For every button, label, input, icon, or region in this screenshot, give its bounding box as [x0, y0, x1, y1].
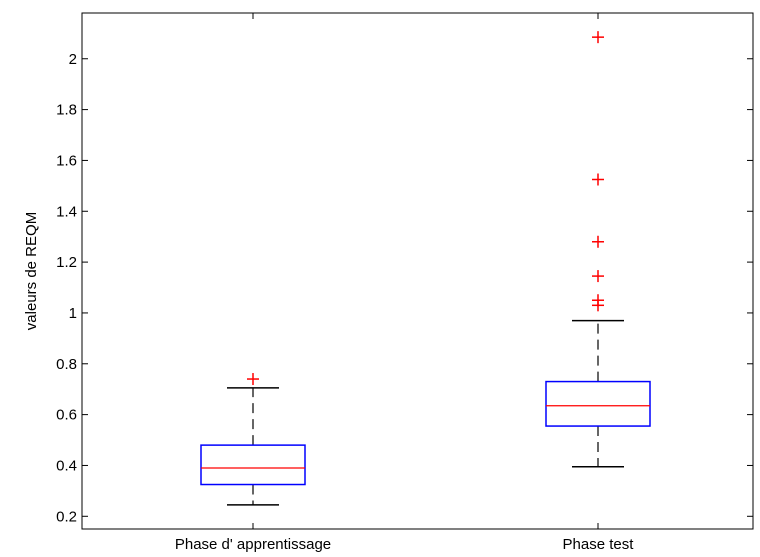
box-group [200, 373, 306, 506]
iqr-box [545, 380, 651, 427]
y-tick-label: 2 [69, 51, 77, 68]
y-axis-label: valeurs de REQM [23, 212, 40, 330]
y-tick-label: 0.8 [56, 356, 77, 373]
y-axis: 0.2 0.4 0.6 0.8 1 1.2 1.4 1.6 1.8 2 [56, 51, 753, 525]
y-tick-label: 0.4 [56, 457, 77, 474]
outlier-marker [592, 270, 604, 283]
outlier-marker [592, 31, 604, 44]
y-tick-label: 1.6 [56, 152, 77, 169]
y-tick-label: 0.2 [56, 508, 77, 525]
box-series [200, 31, 651, 506]
iqr-box [200, 444, 306, 486]
y-tick-label: 1.4 [56, 203, 77, 220]
outlier-marker [247, 373, 259, 386]
x-axis: Phase d' apprentissage Phase test [175, 13, 634, 553]
x-category-label: Phase test [563, 536, 635, 553]
y-tick-label: 1.2 [56, 254, 77, 271]
y-tick-label: 0.6 [56, 407, 77, 424]
outlier-marker [592, 235, 604, 248]
plot-area [81, 12, 754, 530]
y-tick-label: 1 [69, 305, 77, 322]
box-group [545, 31, 651, 468]
outlier-marker [592, 294, 604, 307]
y-tick-label: 1.8 [56, 102, 77, 119]
outlier-marker [592, 173, 604, 186]
x-category-label: Phase d' apprentissage [175, 536, 331, 553]
